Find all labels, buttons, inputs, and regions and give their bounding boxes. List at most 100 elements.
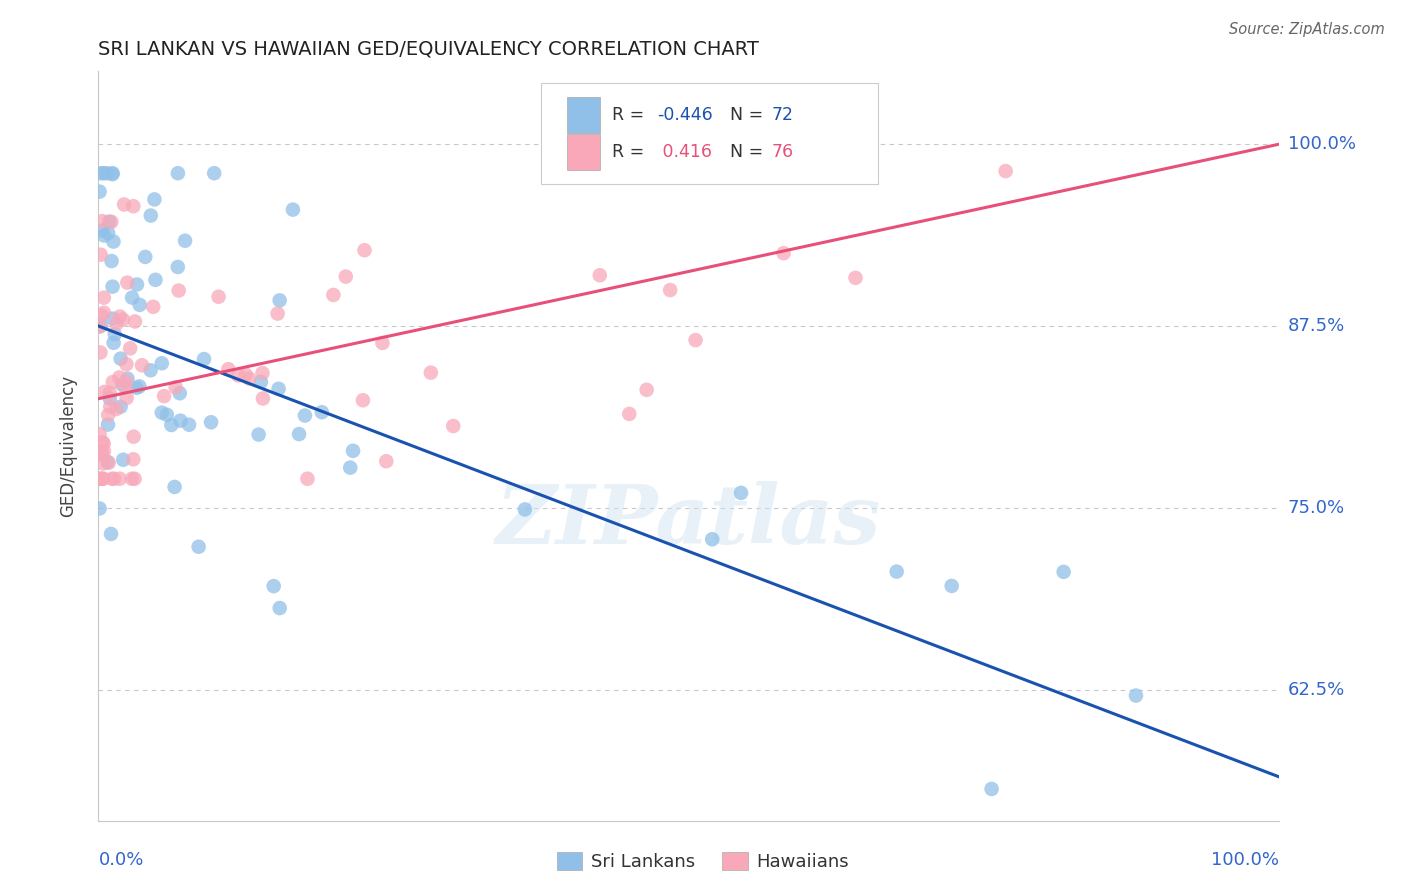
- Point: [145, 273, 167, 287]
- Point: [513, 502, 536, 516]
- Point: [114, 380, 136, 394]
- Text: N =: N =: [730, 144, 769, 161]
- Point: [93, 306, 115, 320]
- Text: Source: ZipAtlas.com: Source: ZipAtlas.com: [1229, 22, 1385, 37]
- Point: [91, 472, 114, 486]
- Point: [101, 311, 124, 326]
- Point: [156, 408, 179, 422]
- Point: [115, 391, 138, 405]
- Point: [217, 362, 239, 376]
- Point: [89, 426, 111, 441]
- Point: [128, 298, 150, 312]
- Text: 62.5%: 62.5%: [1288, 681, 1346, 698]
- Point: [269, 293, 291, 308]
- Point: [267, 382, 290, 396]
- Text: 87.5%: 87.5%: [1288, 317, 1346, 335]
- Point: [294, 409, 316, 423]
- Point: [980, 781, 1002, 796]
- Text: 72: 72: [772, 106, 793, 124]
- Point: [93, 384, 115, 399]
- Point: [311, 405, 333, 419]
- Text: N =: N =: [730, 106, 769, 124]
- Point: [111, 377, 134, 392]
- Point: [100, 215, 122, 229]
- Point: [122, 430, 145, 444]
- Point: [91, 435, 114, 450]
- Point: [375, 454, 398, 468]
- Point: [120, 342, 142, 356]
- Point: [125, 381, 148, 395]
- Point: [96, 455, 118, 469]
- Text: 75.0%: 75.0%: [1288, 499, 1346, 516]
- Point: [150, 356, 173, 370]
- Text: 100.0%: 100.0%: [1288, 135, 1355, 153]
- Point: [108, 472, 131, 486]
- Point: [101, 166, 124, 180]
- Point: [252, 366, 274, 380]
- Point: [619, 407, 641, 421]
- Text: -0.446: -0.446: [657, 106, 713, 124]
- FancyBboxPatch shape: [541, 83, 877, 184]
- Text: 100.0%: 100.0%: [1212, 851, 1279, 869]
- Point: [131, 358, 153, 372]
- Bar: [567, 97, 600, 133]
- Point: [730, 486, 752, 500]
- Point: [685, 333, 707, 347]
- Point: [266, 307, 288, 321]
- Point: [97, 456, 120, 470]
- Point: [121, 291, 143, 305]
- Point: [150, 406, 173, 420]
- Point: [91, 223, 114, 237]
- Legend: Sri Lankans, Hawaiians: Sri Lankans, Hawaiians: [550, 846, 856, 879]
- Point: [167, 284, 190, 298]
- Point: [297, 472, 319, 486]
- Text: 76: 76: [772, 144, 794, 161]
- Bar: [567, 135, 600, 170]
- Point: [98, 214, 121, 228]
- Point: [98, 400, 121, 414]
- Point: [98, 392, 121, 406]
- Point: [108, 370, 131, 384]
- Point: [589, 268, 612, 283]
- Point: [134, 250, 156, 264]
- Point: [226, 368, 249, 383]
- Point: [160, 417, 183, 432]
- Point: [844, 271, 866, 285]
- Point: [193, 352, 215, 367]
- Point: [352, 393, 374, 408]
- Point: [371, 335, 394, 350]
- Point: [91, 214, 114, 228]
- Point: [143, 193, 166, 207]
- Point: [103, 235, 125, 249]
- Point: [187, 540, 209, 554]
- Point: [322, 288, 344, 302]
- Point: [97, 417, 120, 432]
- Point: [339, 460, 361, 475]
- Point: [93, 166, 115, 180]
- Point: [139, 363, 162, 377]
- Point: [91, 457, 114, 471]
- Point: [335, 269, 357, 284]
- Point: [1053, 565, 1076, 579]
- Point: [105, 402, 128, 417]
- Point: [994, 164, 1017, 178]
- Point: [886, 565, 908, 579]
- Point: [115, 375, 138, 389]
- Point: [139, 209, 162, 223]
- Point: [90, 309, 112, 323]
- Text: SRI LANKAN VS HAWAIIAN GED/EQUIVALENCY CORRELATION CHART: SRI LANKAN VS HAWAIIAN GED/EQUIVALENCY C…: [98, 39, 759, 59]
- Point: [104, 327, 127, 342]
- Point: [90, 472, 112, 486]
- Point: [90, 446, 112, 460]
- Point: [93, 291, 115, 305]
- Point: [772, 246, 794, 260]
- Point: [90, 166, 112, 180]
- Point: [252, 392, 274, 406]
- Point: [103, 472, 125, 486]
- Text: ZIPatlas: ZIPatlas: [496, 481, 882, 561]
- Point: [419, 366, 441, 380]
- Point: [93, 228, 115, 243]
- Point: [112, 312, 135, 326]
- Point: [89, 501, 111, 516]
- Point: [125, 277, 148, 292]
